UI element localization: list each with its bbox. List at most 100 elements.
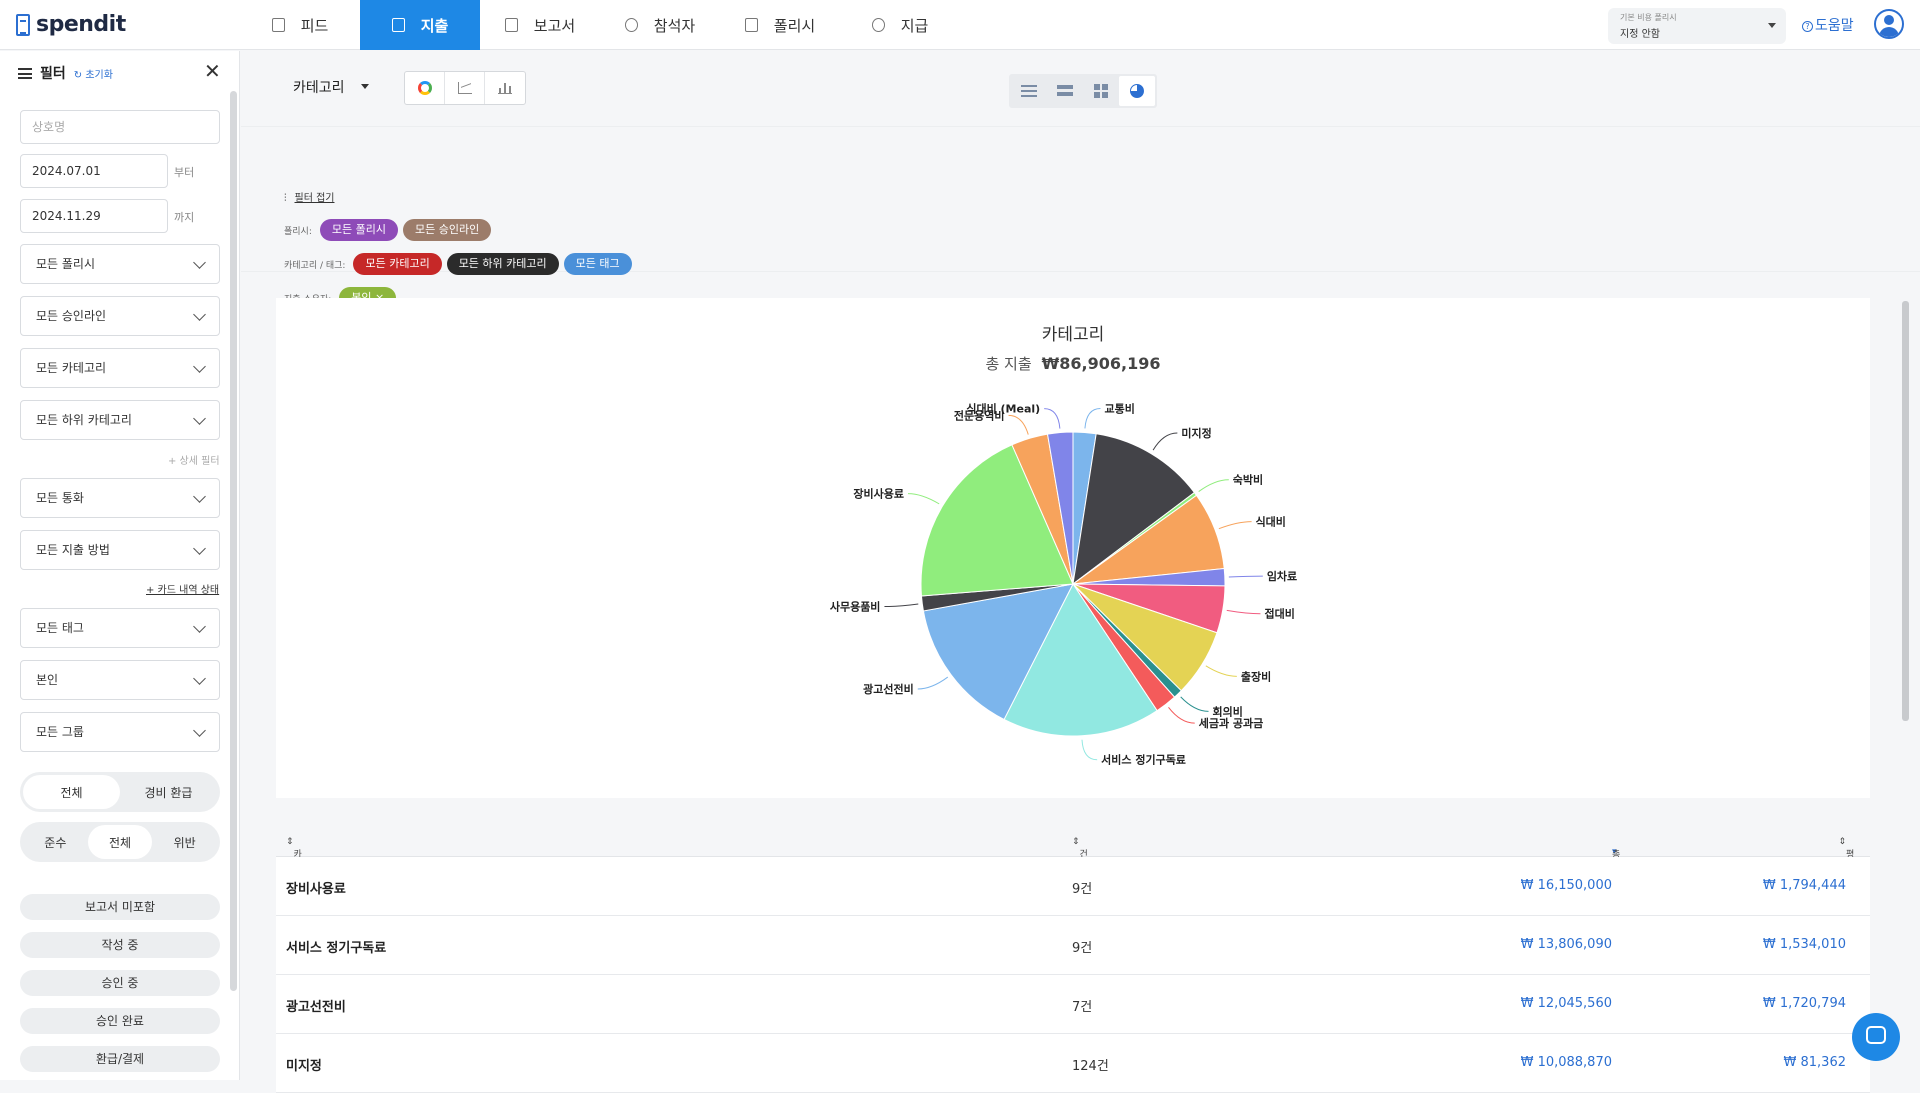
logo-mark-icon <box>16 13 30 36</box>
sort-average-header[interactable]: ⇕ 평균금액 <box>1838 837 1854 899</box>
dropdown-value: 본인 <box>36 673 59 687</box>
approval-line-dropdown[interactable]: 모든 승인라인 <box>20 296 220 336</box>
group-by-select[interactable]: 카테고리 <box>293 77 369 97</box>
subcategory-chip[interactable]: 모든 하위 카테고리 <box>446 253 559 275</box>
nav-payment[interactable]: 지급 <box>840 0 960 50</box>
policy-filter-row: 폴리시: 모든 폴리시 모든 승인라인 <box>284 219 496 241</box>
chat-support-button[interactable] <box>1852 1013 1900 1061</box>
list-view-button[interactable] <box>1011 76 1047 106</box>
nav-feed[interactable]: 피드 <box>240 0 360 50</box>
table-row[interactable]: 미지정 124건 ₩ 10,088,870 ₩ 81,362 <box>276 1034 1870 1093</box>
group-dropdown[interactable]: 모든 그룹 <box>20 712 220 752</box>
currency-dropdown[interactable]: 모든 통화 <box>20 478 220 518</box>
pie-label: 식대비 (Meal) <box>966 402 1040 416</box>
dropdown-value: 모든 통화 <box>36 491 84 505</box>
nav-attendees[interactable]: 참석자 <box>600 0 720 50</box>
close-icon[interactable]: ✕ <box>204 59 221 83</box>
pie-label: 숙박비 <box>1233 473 1263 487</box>
nav-reports[interactable]: 보고서 <box>480 0 600 50</box>
pie-connector <box>884 603 919 608</box>
line-chart-button[interactable] <box>445 72 485 104</box>
nav-label: 보고서 <box>533 16 576 35</box>
policy-select-label: 기본 비용 폴리시 <box>1620 13 1677 22</box>
pie-label: 접대비 <box>1264 607 1294 621</box>
user-avatar[interactable] <box>1874 9 1904 39</box>
policy-dropdown[interactable]: 모든 폴리시 <box>20 244 220 284</box>
table-row[interactable]: 광고선전비 7건 ₩ 12,045,560 ₩ 1,720,794 <box>276 975 1870 1034</box>
pie-connector <box>917 676 949 690</box>
spendit-logo[interactable]: spendit <box>16 12 126 37</box>
pie-label: 전문용역비 <box>954 408 1005 422</box>
chevron-down-icon <box>193 360 206 373</box>
policy-chip[interactable]: 모든 폴리시 <box>319 219 398 241</box>
sort-count-header[interactable]: ⇕ 건수 <box>1072 837 1088 873</box>
sort-category-header[interactable]: ⇕ 카테고리 <box>286 837 302 899</box>
tag-chip[interactable]: 모든 태그 <box>563 253 632 275</box>
pie-label: 미지정 <box>1181 426 1211 440</box>
payment-method-dropdown[interactable]: 모든 지출 방법 <box>20 530 220 570</box>
pie-slice[interactable] <box>1046 431 1074 585</box>
main-scrollbar[interactable] <box>1900 281 1910 1081</box>
grid-view-button[interactable] <box>1083 76 1119 106</box>
avatar-head <box>1884 15 1894 25</box>
help-link[interactable]: ? 도움말 <box>1802 15 1854 35</box>
receipt-icon <box>391 18 405 32</box>
owner-dropdown[interactable]: 본인 <box>20 660 220 700</box>
table-row[interactable]: 서비스 정기구독료 9건 ₩ 13,806,090 ₩ 1,534,010 <box>276 916 1870 975</box>
category-dropdown[interactable]: 모든 카테고리 <box>20 348 220 388</box>
approval-line-chip[interactable]: 모든 승인라인 <box>402 219 492 241</box>
tag-dropdown[interactable]: 모든 태그 <box>20 608 220 648</box>
advanced-filter-link[interactable]: + 상세 필터 <box>168 456 220 467</box>
row-category: 장비사용료 <box>286 882 346 897</box>
card-status-link[interactable]: + 카드 내역 상태 <box>146 585 220 596</box>
chat-icon <box>1866 1026 1886 1044</box>
pie-label: 출장비 <box>1241 669 1271 683</box>
default-policy-select[interactable]: 기본 비용 폴리시 지정 안함 <box>1608 8 1786 44</box>
pie-connector <box>1168 707 1195 724</box>
subcategory-dropdown[interactable]: 모든 하위 카테고리 <box>20 400 220 440</box>
pie-slice[interactable] <box>920 444 1074 597</box>
date-from-input[interactable]: 2024.07.01 <box>20 154 168 188</box>
status-approved[interactable]: 승인 완료 <box>20 1008 220 1034</box>
bar-chart-button[interactable] <box>485 72 525 104</box>
nav-label: 폴리시 <box>773 16 816 35</box>
category-table: ⇕ 카테고리 ⇕ 건수 ▾ 총 금액 ⇕ 평균금액 장비사용료 9건 ₩ 16,15… <box>276 827 1870 1093</box>
pie-slice[interactable] <box>1003 583 1158 737</box>
pie-label: 사무용품비 <box>830 600 881 614</box>
row-view-button[interactable] <box>1047 76 1083 106</box>
pie-slice[interactable] <box>1072 433 1196 586</box>
table-row[interactable]: 장비사용료 9건 ₩ 16,150,000 ₩ 1,794,444 <box>276 857 1870 916</box>
top-navigation-bar: spendit 피드 지출 보고서 참석자 폴리시 지급 기본 비용 폴리시 지… <box>0 0 1920 50</box>
status-in-approval[interactable]: 승인 중 <box>20 970 220 996</box>
donut-chart-button[interactable] <box>405 72 445 104</box>
chevron-down-icon <box>193 724 206 737</box>
nav-policy[interactable]: 폴리시 <box>720 0 840 50</box>
compliance-pass-option[interactable]: 준수 <box>44 835 67 850</box>
pie-slice[interactable] <box>922 583 1074 721</box>
compliance-violation-option[interactable]: 위반 <box>173 835 196 850</box>
status-drafting[interactable]: 작성 중 <box>20 932 220 958</box>
category-chip[interactable]: 모든 카테고리 <box>353 253 442 275</box>
dropdown-value: 모든 카테고리 <box>36 361 107 375</box>
question-icon: ? <box>1802 21 1813 32</box>
compliance-all-option[interactable]: 전체 <box>87 825 153 859</box>
sidebar-scrollbar[interactable] <box>230 91 237 991</box>
pie-view-button[interactable] <box>1119 76 1155 106</box>
pie-connector <box>1205 665 1237 677</box>
merchant-input[interactable]: 상호명 <box>20 110 220 144</box>
reset-filter-link[interactable]: ↻ 초기화 <box>73 69 113 81</box>
status-refunded[interactable]: 환급/결제 <box>20 1046 220 1072</box>
refund-expense-option[interactable]: 경비 환급 <box>144 785 193 800</box>
chevron-down-icon <box>193 672 206 685</box>
refund-all-option[interactable]: 전체 <box>23 775 120 809</box>
dropdown-value: 모든 태그 <box>36 621 84 635</box>
status-not-in-report[interactable]: 보고서 미포함 <box>20 894 220 920</box>
chart-type-switcher <box>404 71 526 105</box>
scrollbar-thumb[interactable] <box>1902 301 1909 721</box>
date-to-input[interactable]: 2024.11.29 <box>20 199 168 233</box>
pie-connector <box>1081 739 1098 761</box>
nav-expenses[interactable]: 지출 <box>360 0 480 50</box>
pie-connector <box>1198 479 1229 492</box>
collapse-filter-toggle[interactable]: ⫶ 필터 접기 <box>284 189 334 204</box>
main-nav: 피드 지출 보고서 참석자 폴리시 지급 <box>240 0 960 50</box>
